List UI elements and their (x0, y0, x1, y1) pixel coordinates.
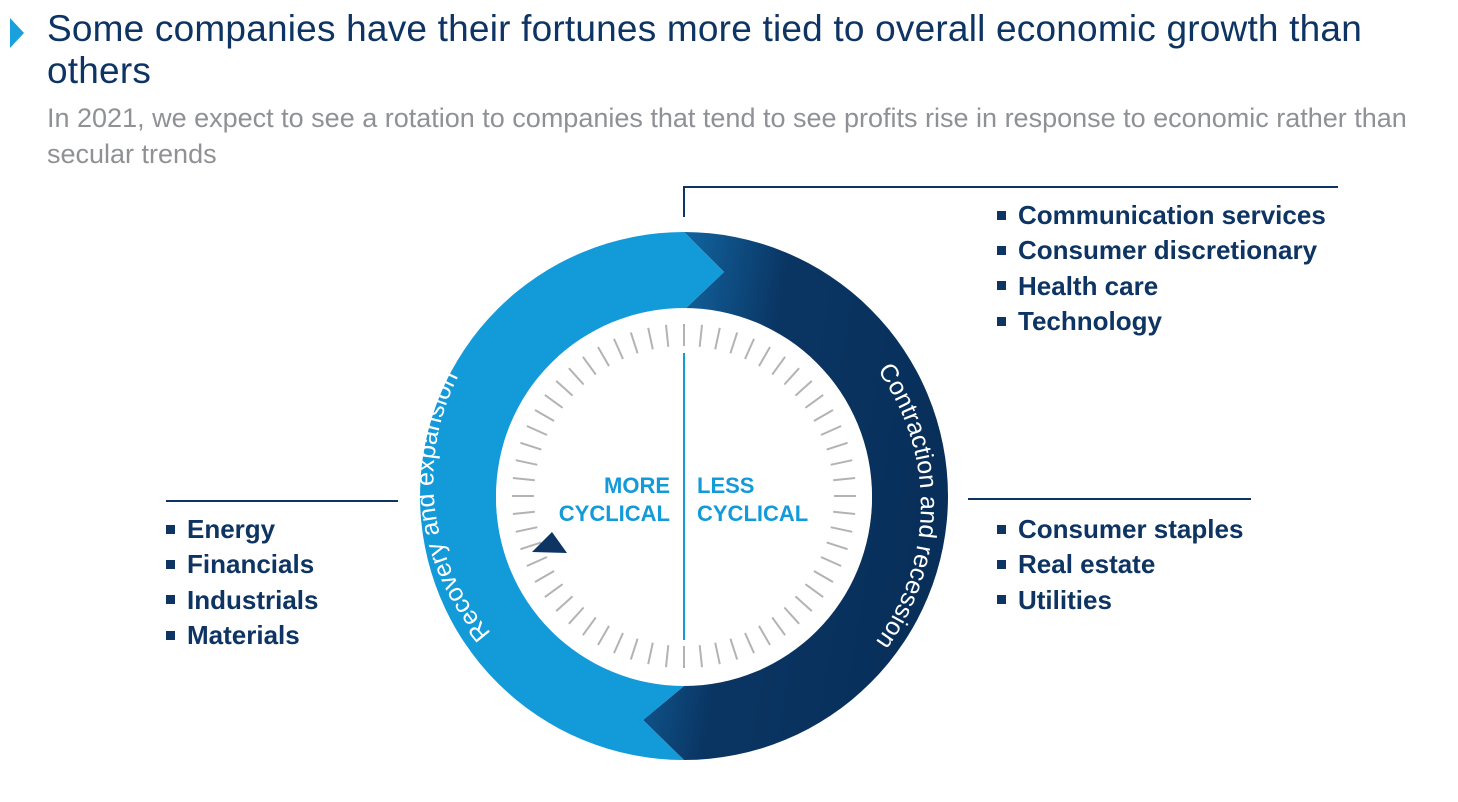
dial-tick (526, 425, 548, 436)
dial-tick (729, 332, 739, 354)
sector-list-top-right: Communication services Consumer discreti… (997, 198, 1326, 339)
dial-tick (665, 645, 670, 668)
dial-tick (512, 510, 535, 515)
list-item: Technology (997, 304, 1326, 339)
dial-tick (813, 409, 834, 422)
less-label-line2: CYCLICAL (697, 501, 808, 526)
dial-tick (555, 595, 574, 612)
dial-tick (794, 380, 813, 397)
list-item: Consumer staples (997, 512, 1243, 547)
dial-tick (647, 327, 654, 350)
dial-tick (771, 616, 786, 636)
dial-tick (613, 632, 624, 654)
dial-tick (515, 526, 538, 533)
needle-pointer-icon (532, 532, 567, 553)
dial-tick (826, 541, 848, 551)
list-item: Financials (166, 547, 318, 582)
dial-tick (544, 394, 564, 409)
dial-tick (534, 570, 555, 583)
dial-tick (714, 327, 721, 350)
dial-tick (629, 332, 639, 354)
title-marker-icon (10, 18, 24, 48)
dial-tick (629, 638, 639, 660)
dial-tick (520, 541, 542, 551)
dial-tick (783, 606, 800, 625)
dial-tick (512, 477, 535, 482)
dial-tick (526, 556, 548, 567)
dial-tick (520, 441, 542, 451)
dial-tick (665, 324, 670, 347)
more-label-line2: CYCLICAL (559, 501, 670, 526)
dial-tick (613, 338, 624, 360)
dial-tick (597, 346, 610, 367)
connector-top-right (683, 186, 1338, 217)
dial-tick (804, 583, 824, 598)
list-item: Utilities (997, 583, 1243, 618)
page-title: Some companies have their fortunes more … (47, 8, 1362, 91)
dial-tick (783, 367, 800, 386)
dial-tick (771, 356, 786, 376)
recovery-ring-segment (420, 232, 724, 760)
dial-tick (758, 625, 771, 646)
dial-tick (744, 338, 755, 360)
dial-tick (758, 346, 771, 367)
contraction-ring-segment (643, 232, 948, 760)
less-label-line1: LESS (697, 473, 754, 498)
dial-ticks (512, 324, 856, 668)
dial-tick (647, 642, 654, 665)
dial-tick (729, 638, 739, 660)
dial-tick (597, 625, 610, 646)
dial-tick (820, 425, 842, 436)
sector-list-bottom-right: Consumer staples Real estate Utilities (997, 512, 1243, 618)
sector-list-left: Energy Financials Industrials Materials (166, 512, 318, 653)
more-label-line1: MORE (604, 473, 670, 498)
list-item: Energy (166, 512, 318, 547)
dial-tick (698, 645, 703, 668)
page-subtitle: In 2021, we expect to see a rotation to … (47, 103, 1407, 169)
dial-tick (804, 394, 824, 409)
dial-tick (582, 356, 597, 376)
dial-tick (515, 459, 538, 466)
dial-tick (833, 510, 856, 515)
list-item: Real estate (997, 547, 1243, 582)
list-item: Consumer discretionary (997, 233, 1326, 268)
dial-tick (698, 324, 703, 347)
dial-tick (794, 595, 813, 612)
dial-tick (830, 459, 853, 466)
dial-tick (744, 632, 755, 654)
dial-tick (544, 583, 564, 598)
dial-tick (555, 380, 574, 397)
dial-tick (813, 570, 834, 583)
list-item: Health care (997, 269, 1326, 304)
dial-tick (534, 409, 555, 422)
dial-tick (568, 367, 585, 386)
list-item: Materials (166, 618, 318, 653)
dial-tick (830, 526, 853, 533)
dial-tick (826, 441, 848, 451)
dial-tick (582, 616, 597, 636)
list-item: Industrials (166, 583, 318, 618)
dial-tick (714, 642, 721, 665)
dial-tick (820, 556, 842, 567)
dial-tick (833, 477, 856, 482)
dial-tick (568, 606, 585, 625)
list-item: Communication services (997, 198, 1326, 233)
